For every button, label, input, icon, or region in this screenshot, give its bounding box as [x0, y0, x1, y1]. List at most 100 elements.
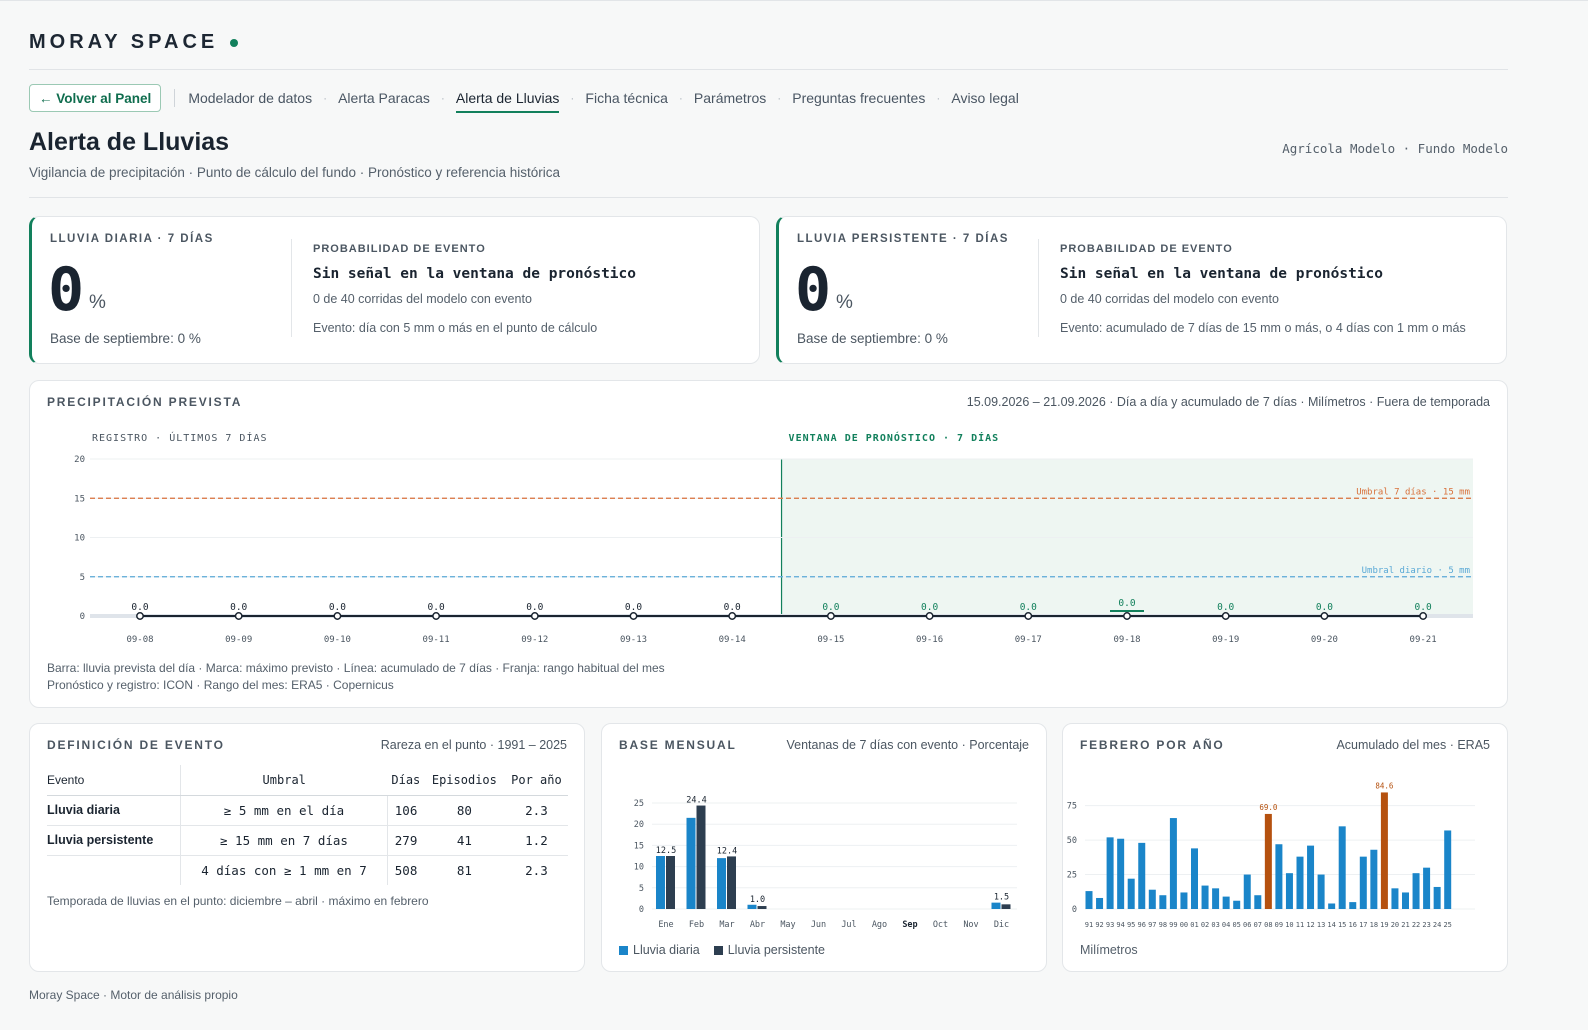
definition-section-label: DEFINICIÓN DE EVENTO [47, 738, 225, 752]
x-tick-label: Nov [963, 920, 978, 930]
year-bar [1085, 891, 1093, 909]
legend-label: Lluvia persistente [727, 943, 825, 957]
year-bar [1148, 889, 1156, 909]
accumulated-point [1419, 612, 1428, 620]
x-tick-label: Abr [750, 920, 765, 930]
cell-evento: Lluvia persistente [47, 825, 181, 856]
y-tick-label: 0 [639, 905, 644, 915]
cell-dias: 279 [387, 825, 424, 856]
cell-por-ano: 2.3 [525, 862, 548, 878]
bar-value-label: 1.5 [994, 893, 1009, 903]
cell-umbral: 4 días con ≥ 1 mm en 7 [179, 855, 389, 885]
prob-label: PROBABILIDAD DE EVENTO [313, 243, 486, 255]
accumulated-point [925, 612, 934, 620]
y-tick-label: 25 [634, 799, 644, 809]
table-row: 4 días con ≥ 1 mm en 7 508 81 2.3 [47, 855, 568, 885]
year-bar [1127, 878, 1135, 909]
col-por-ano: Por año [504, 765, 568, 796]
x-tick-label: 18 [1370, 921, 1378, 929]
year-bar [1433, 886, 1441, 909]
x-tick-label: 09-10 [324, 635, 351, 645]
x-tick-label: 93 [1106, 921, 1114, 929]
y-tick-label: 25 [1067, 871, 1077, 881]
forecast-note-source: Pronóstico y registro: ICON · Rango del … [47, 678, 394, 692]
back-to-panel-button[interactable]: ← Volver al Panel [29, 84, 162, 112]
nav-item-lluvias[interactable]: Alerta de Lluvias [455, 86, 559, 113]
month-bar [696, 805, 706, 909]
x-tick-label: 02 [1201, 921, 1209, 929]
top-border [0, 0, 1588, 1]
cell-umbral: ≥ 5 mm en el día [179, 795, 389, 826]
x-tick-label: 96 [1138, 921, 1146, 929]
nav-dot: · [678, 91, 683, 105]
nav-item-faq[interactable]: Preguntas frecuentes [792, 90, 926, 106]
definition-meta: Rareza en el punto · 1991 – 2025 [380, 738, 567, 752]
x-tick-label: 09-08 [126, 635, 153, 645]
x-tick-label: 09 [1275, 921, 1283, 929]
brand-logo[interactable]: MORAY SPACE [29, 31, 239, 54]
x-tick-label: 05 [1232, 921, 1240, 929]
prob-label: PROBABILIDAD DE EVENTO [1060, 243, 1233, 255]
y-tick-label: 15 [74, 494, 85, 504]
month-bar [1001, 904, 1011, 909]
year-bar [1243, 874, 1251, 909]
legend-item-persistent: Lluvia persistente [713, 943, 825, 957]
value-label: 0.0 [1316, 602, 1333, 613]
accumulated-point [1024, 612, 1033, 620]
accumulated-point [333, 612, 342, 620]
cell-dias: 508 [394, 862, 418, 878]
monthly-legend: Lluvia diaria Lluvia persistente [619, 943, 825, 957]
y-tick-label: 20 [634, 820, 644, 830]
year-bar [1317, 874, 1325, 909]
year-bar [1370, 849, 1378, 909]
x-tick-label: 23 [1422, 921, 1430, 929]
x-tick-label: 99 [1169, 921, 1177, 929]
value-label: 0.0 [131, 602, 148, 613]
value-label: 0.0 [724, 602, 741, 613]
month-bar [686, 817, 696, 909]
kpi-divider [1038, 239, 1039, 337]
year-bar [1191, 848, 1198, 909]
value-label: 0.0 [921, 602, 938, 613]
x-tick-label: 98 [1159, 921, 1167, 929]
x-tick-label: 13 [1317, 921, 1325, 929]
y-tick-label: 20 [74, 455, 85, 465]
nav-item-ficha[interactable]: Ficha técnica [585, 90, 668, 106]
nav-item-modelador[interactable]: Modelador de datos [188, 90, 313, 106]
year-bar [1117, 838, 1125, 909]
bar-value-label: 12.4 [717, 846, 737, 856]
value-label: 0.0 [1415, 602, 1432, 613]
cell-episodios: 80 [423, 795, 505, 826]
nav-dot: · [570, 91, 575, 105]
x-tick-label: 15 [1338, 921, 1346, 929]
nav-dot: · [440, 91, 445, 105]
definition-note: Temporada de lluvias en el punto: diciem… [47, 894, 429, 908]
year-bar [1254, 895, 1262, 909]
accumulated-point [432, 612, 441, 620]
prob-runs: 0 de 40 corridas del modelo con evento [1060, 292, 1279, 306]
x-tick-label: 09-18 [1113, 635, 1140, 645]
x-tick-label: 09-17 [1015, 635, 1042, 645]
window-label: VENTANA DE PRONÓSTICO · 7 DÍAS [789, 431, 1000, 444]
x-tick-label: 91 [1085, 921, 1093, 929]
nav-item-parametros[interactable]: Parámetros [693, 90, 767, 106]
x-tick-label: May [780, 920, 795, 930]
nav-item-aviso[interactable]: Aviso legal [951, 90, 1019, 106]
nav-item-paracas[interactable]: Alerta Paracas [338, 90, 430, 106]
x-tick-label: 09-09 [225, 635, 252, 645]
x-tick-label: Feb [689, 920, 704, 930]
record-label: REGISTRO · ÚLTIMOS 7 DÍAS [92, 431, 268, 444]
col-episodios: Episodios [423, 765, 505, 796]
accumulated-point [629, 612, 638, 620]
year-bar [1233, 900, 1241, 909]
x-tick-label: 17 [1359, 921, 1367, 929]
prob-runs: 0 de 40 corridas del modelo con evento [313, 292, 532, 306]
kpi-value: 0 [795, 255, 832, 325]
year-bar [1349, 902, 1357, 909]
page-subtitle: Vigilancia de precipitación · Punto de c… [29, 165, 561, 180]
year-bar [1285, 873, 1293, 909]
brand-status-dot [230, 38, 239, 47]
col-umbral: Umbral [179, 765, 388, 796]
kpi-label: LLUVIA DIARIA · 7 DÍAS [50, 233, 214, 245]
february-section-label: FEBRERO POR AÑO [1080, 738, 1225, 752]
